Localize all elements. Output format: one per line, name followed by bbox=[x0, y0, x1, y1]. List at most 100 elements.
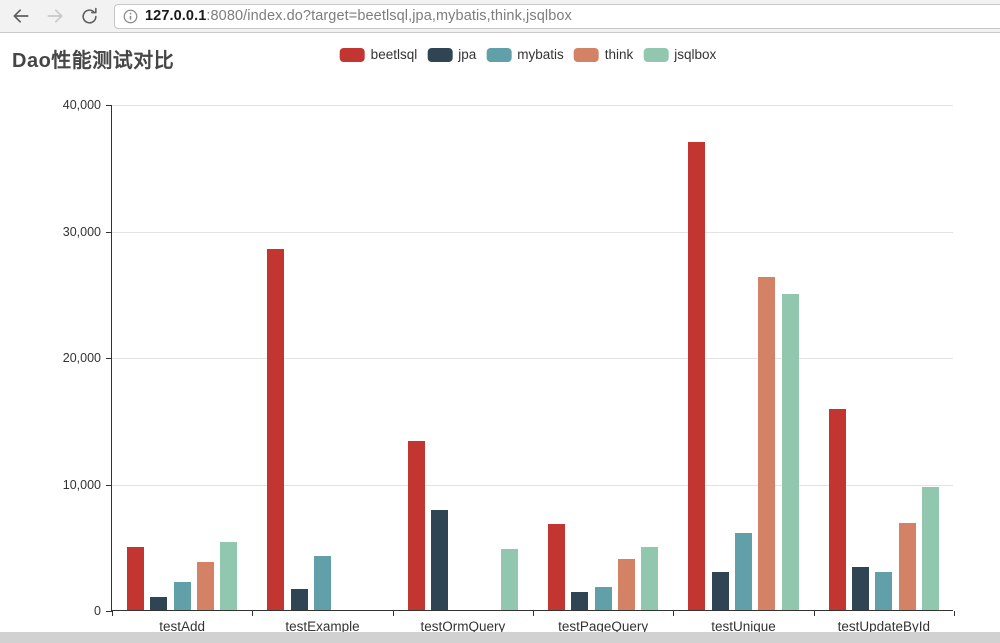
y-axis-tick bbox=[106, 105, 112, 106]
y-axis-label: 40,000 bbox=[62, 98, 101, 112]
browser-toolbar: 127.0.0.1:8080/index.do?target=beetlsql,… bbox=[0, 0, 1000, 33]
bar-jsqlbox-testUpdateById[interactable] bbox=[922, 487, 940, 610]
bar-slot bbox=[615, 105, 638, 610]
bar-jpa-testExample[interactable] bbox=[290, 589, 308, 610]
bar-slot bbox=[591, 105, 614, 610]
bar-slot bbox=[264, 105, 287, 610]
bar-slot bbox=[170, 105, 193, 610]
y-axis-label: 0 bbox=[94, 604, 101, 618]
bar-group-testAdd bbox=[112, 105, 252, 610]
bar-slot bbox=[732, 105, 755, 610]
chart-page: Dao性能测试对比 beetlsql jpa mybatis think jsqlbox… bbox=[0, 33, 1000, 643]
bar-slot bbox=[638, 105, 661, 610]
bar-jpa-testPageQuery[interactable] bbox=[571, 592, 589, 610]
legend-item-jpa[interactable]: jpa bbox=[427, 47, 476, 62]
bar-slot bbox=[428, 105, 451, 610]
url-host: 127.0.0.1 bbox=[145, 8, 207, 24]
legend-label: think bbox=[604, 47, 634, 62]
gridline bbox=[112, 484, 953, 486]
bar-slot bbox=[568, 105, 591, 610]
bar-slot bbox=[825, 105, 848, 610]
bar-slot bbox=[287, 105, 310, 610]
legend-item-jsqlbox[interactable]: jsqlbox bbox=[643, 47, 716, 62]
bar-mybatis-testUnique[interactable] bbox=[734, 532, 752, 610]
bar-jpa-testOrmQuery[interactable] bbox=[430, 510, 448, 610]
plot-area: 40,000 30,000 20,000 10,000 0 testAdd testExam… bbox=[63, 98, 955, 634]
y-axis-label: 10,000 bbox=[62, 477, 101, 492]
bar-jsqlbox-testUnique[interactable] bbox=[781, 293, 799, 610]
bar-group-testPageQuery bbox=[533, 105, 673, 610]
bar-slot bbox=[708, 105, 731, 610]
bar-slot bbox=[498, 105, 521, 610]
back-arrow-icon bbox=[13, 9, 29, 23]
y-axis-label: 30,000 bbox=[62, 224, 101, 239]
bar-slot bbox=[124, 105, 147, 610]
bar-slot bbox=[896, 105, 919, 610]
x-axis-label: testExample bbox=[285, 619, 360, 634]
bar-think-testUnique[interactable] bbox=[758, 277, 776, 610]
bar-slot bbox=[194, 105, 217, 610]
legend-swatch-beetlsql bbox=[339, 47, 365, 62]
bar-beetlsql-testUpdateById[interactable] bbox=[828, 408, 846, 610]
x-axis-label: testAdd bbox=[159, 619, 206, 634]
legend-swatch-think bbox=[573, 47, 599, 62]
info-icon[interactable] bbox=[123, 9, 138, 24]
y-axis-tick bbox=[106, 231, 112, 233]
legend-swatch-mybatis bbox=[486, 47, 512, 62]
forward-button[interactable] bbox=[42, 3, 68, 29]
x-axis-tick bbox=[954, 611, 955, 616]
x-axis-label: testUpdateById bbox=[837, 619, 930, 634]
legend-label: jsqlbox bbox=[674, 47, 717, 62]
bar-beetlsql-testAdd[interactable] bbox=[126, 546, 144, 610]
bar-slot bbox=[755, 105, 778, 610]
x-axis-tick bbox=[533, 611, 534, 616]
bar-beetlsql-testOrmQuery[interactable] bbox=[407, 440, 425, 610]
bar-jsqlbox-testOrmQuery[interactable] bbox=[501, 549, 519, 610]
gridline bbox=[112, 358, 953, 359]
bar-jsqlbox-testAdd[interactable] bbox=[220, 542, 238, 610]
legend-item-think[interactable]: think bbox=[573, 47, 634, 62]
bar-group-testExample bbox=[252, 105, 392, 610]
bar-beetlsql-testUnique[interactable] bbox=[688, 141, 706, 610]
bar-slot bbox=[779, 105, 802, 610]
bar-slot bbox=[404, 105, 427, 610]
legend: beetlsql jpa mybatis think jsqlbox bbox=[339, 47, 727, 62]
bar-beetlsql-testExample[interactable] bbox=[267, 249, 285, 610]
bar-beetlsql-testPageQuery[interactable] bbox=[547, 523, 565, 610]
bar-slot bbox=[872, 105, 895, 610]
bar-mybatis-testUpdateById[interactable] bbox=[875, 572, 893, 610]
legend-item-beetlsql[interactable]: beetlsql bbox=[339, 47, 418, 62]
x-axis-tick bbox=[252, 611, 254, 616]
bar-slot bbox=[545, 105, 568, 610]
x-axis-tick bbox=[813, 611, 815, 616]
bar-jpa-testUpdateById[interactable] bbox=[851, 567, 869, 610]
bar-jpa-testAdd[interactable] bbox=[150, 597, 168, 610]
address-bar[interactable]: 127.0.0.1:8080/index.do?target=beetlsql,… bbox=[114, 3, 1000, 29]
legend-label: beetlsql bbox=[370, 47, 418, 62]
bar-mybatis-testExample[interactable] bbox=[313, 555, 331, 610]
y-axis-tick bbox=[106, 358, 112, 359]
forward-arrow-icon bbox=[47, 9, 63, 23]
bar-slot bbox=[475, 105, 498, 610]
x-axis-tick bbox=[112, 611, 113, 616]
bar-group-testUnique bbox=[673, 105, 813, 610]
url-path: :8080/index.do?target=beetlsql,jpa,mybat… bbox=[206, 8, 572, 24]
bar-slot bbox=[358, 105, 381, 610]
bar-jsqlbox-testPageQuery[interactable] bbox=[641, 546, 659, 610]
x-axis-label: testPageQuery bbox=[558, 619, 649, 634]
back-button[interactable] bbox=[8, 3, 34, 29]
bar-jpa-testUnique[interactable] bbox=[711, 572, 729, 610]
x-axis-label: testOrmQuery bbox=[420, 619, 506, 634]
refresh-button[interactable] bbox=[76, 3, 102, 29]
x-axis-tick bbox=[392, 611, 394, 616]
bar-mybatis-testPageQuery[interactable] bbox=[594, 587, 612, 610]
bar-think-testPageQuery[interactable] bbox=[618, 559, 636, 610]
x-axis-tick bbox=[673, 611, 675, 616]
bar-mybatis-testAdd[interactable] bbox=[173, 581, 191, 610]
bar-think-testAdd[interactable] bbox=[197, 561, 215, 610]
bar-slot bbox=[311, 105, 334, 610]
legend-item-mybatis[interactable]: mybatis bbox=[486, 47, 564, 62]
bar-think-testUpdateById[interactable] bbox=[898, 522, 916, 610]
x-axis-label: testUnique bbox=[711, 619, 776, 634]
bar-slot bbox=[685, 105, 708, 610]
